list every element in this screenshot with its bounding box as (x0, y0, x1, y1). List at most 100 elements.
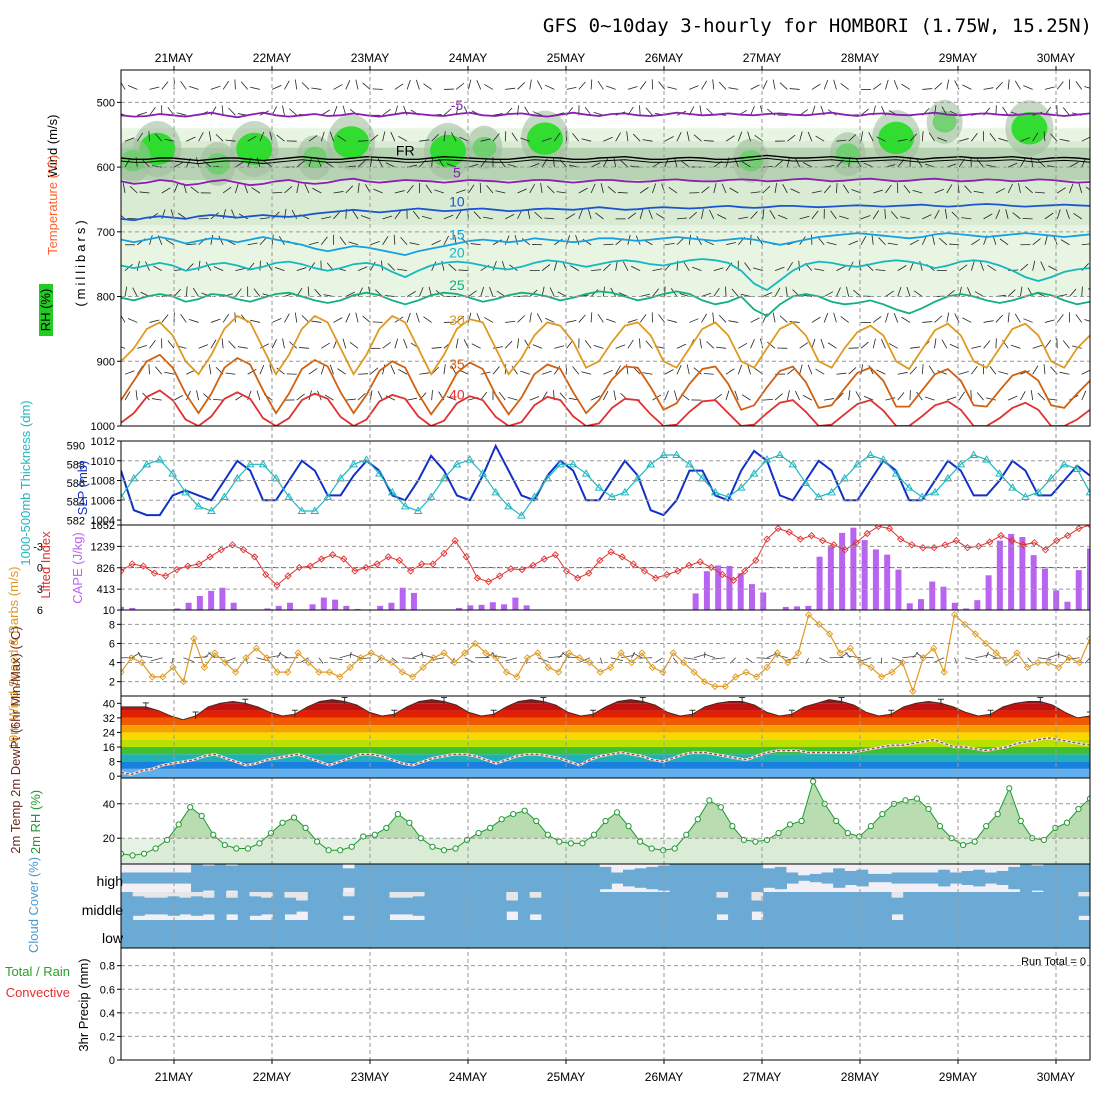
wind-barb (934, 188, 944, 194)
wind-barb (713, 288, 720, 297)
cloud-cell (693, 892, 706, 920)
wind-barb (777, 214, 788, 220)
date-label-bottom: 21MAY (155, 1070, 193, 1084)
wind-barb (324, 394, 334, 401)
cloud-cell (377, 864, 391, 892)
thickness-point (297, 506, 307, 514)
wind-barb (337, 135, 347, 142)
wind-speed-point (336, 673, 344, 681)
wind-barb (282, 338, 285, 349)
thickness-point (375, 469, 384, 477)
rh-point (706, 797, 713, 804)
wind-barb (1069, 183, 1074, 194)
thickness-point (1072, 464, 1082, 472)
wind-barb (333, 317, 343, 323)
cloud-cell (132, 920, 145, 948)
wind-barb (738, 342, 748, 349)
rh-band (121, 147, 1090, 181)
wind-barb (885, 184, 892, 194)
cloud-cell (412, 920, 426, 948)
thickness-point (620, 487, 630, 496)
cape-bar (399, 587, 406, 610)
wind-barb-10m (711, 657, 726, 660)
wind-barb (699, 105, 702, 116)
cloud-cell (833, 920, 846, 948)
cloud-cell (482, 920, 496, 948)
cloud-cell (1054, 864, 1068, 892)
cloud-cell (1078, 896, 1090, 916)
wind-barb (903, 184, 911, 194)
cloud-cell (202, 920, 215, 948)
tick-label: 24 (103, 727, 115, 739)
wind-barb (1020, 370, 1030, 375)
wind-barb (192, 287, 199, 297)
rh-blob (236, 132, 273, 166)
wind-barb (1059, 371, 1070, 375)
rh-blob (835, 143, 860, 165)
cloud-cell (517, 892, 531, 920)
cloud-gap (903, 864, 916, 873)
thickness-ylabel: 1000-500mb Thickness (dm) (18, 400, 33, 565)
cloud-gap (623, 864, 636, 870)
wind-barb (234, 79, 236, 90)
wind-barb (970, 157, 972, 168)
wind-barb (970, 260, 975, 271)
cape-bar (794, 606, 801, 610)
thickness-point (155, 455, 165, 463)
tick-label: 16 (103, 742, 115, 754)
cloud-cell (552, 892, 566, 920)
wind-barb (210, 106, 217, 116)
wind-barb (922, 214, 932, 220)
wind-speed-point (586, 658, 594, 667)
wind-barb (521, 238, 531, 246)
tick-label: 586 (67, 478, 85, 490)
cloud-cell (319, 920, 332, 948)
wind-barb (443, 214, 454, 220)
wind-barb (779, 82, 788, 90)
wind-barb (164, 371, 175, 375)
thickness-point (1059, 459, 1069, 468)
wind-barb (750, 191, 761, 194)
wind-barb (352, 210, 359, 220)
cloud-cell (716, 897, 729, 915)
cloud-cell (482, 864, 496, 892)
tick-label: 700 (97, 227, 115, 239)
wind-barb-10m (339, 654, 352, 659)
wind-barb (431, 390, 433, 401)
wind-barb (495, 190, 506, 194)
wind-barb (385, 162, 396, 168)
cloud-cell (214, 920, 227, 948)
cloud-gap (984, 864, 998, 873)
wind-barb-10m (683, 657, 698, 661)
wind-barb (1084, 319, 1090, 322)
rh-point (683, 831, 690, 838)
wind-barb (492, 366, 500, 375)
wind-barb (480, 391, 488, 401)
wind-barb (173, 183, 179, 194)
wind-barb (934, 105, 937, 116)
cloud-cell (412, 864, 426, 892)
wind-barb (590, 162, 601, 168)
wind-barb (251, 187, 261, 194)
wind-barb (185, 390, 191, 401)
wind-speed-point (1013, 649, 1021, 657)
minmax-marker (590, 709, 597, 718)
wind-barb (329, 364, 334, 375)
cloud-gap (599, 864, 612, 867)
cloud-cell (237, 864, 250, 892)
wind-barb (398, 136, 408, 142)
cloud-gap (809, 864, 822, 874)
wind-barb (394, 83, 404, 90)
cloud-gap (611, 864, 624, 873)
thickness-point (504, 501, 513, 510)
rh-point (371, 831, 378, 838)
cloud-cell (1043, 920, 1056, 948)
wind-speed-point (1023, 663, 1032, 671)
run-total-label: Run Total = 0 (1021, 956, 1086, 968)
wind-barb (284, 186, 293, 194)
wind-barb (154, 366, 163, 375)
wind-barb (738, 216, 749, 220)
rh-point (233, 845, 240, 852)
li-point (974, 542, 983, 550)
cape-bar (963, 608, 970, 610)
